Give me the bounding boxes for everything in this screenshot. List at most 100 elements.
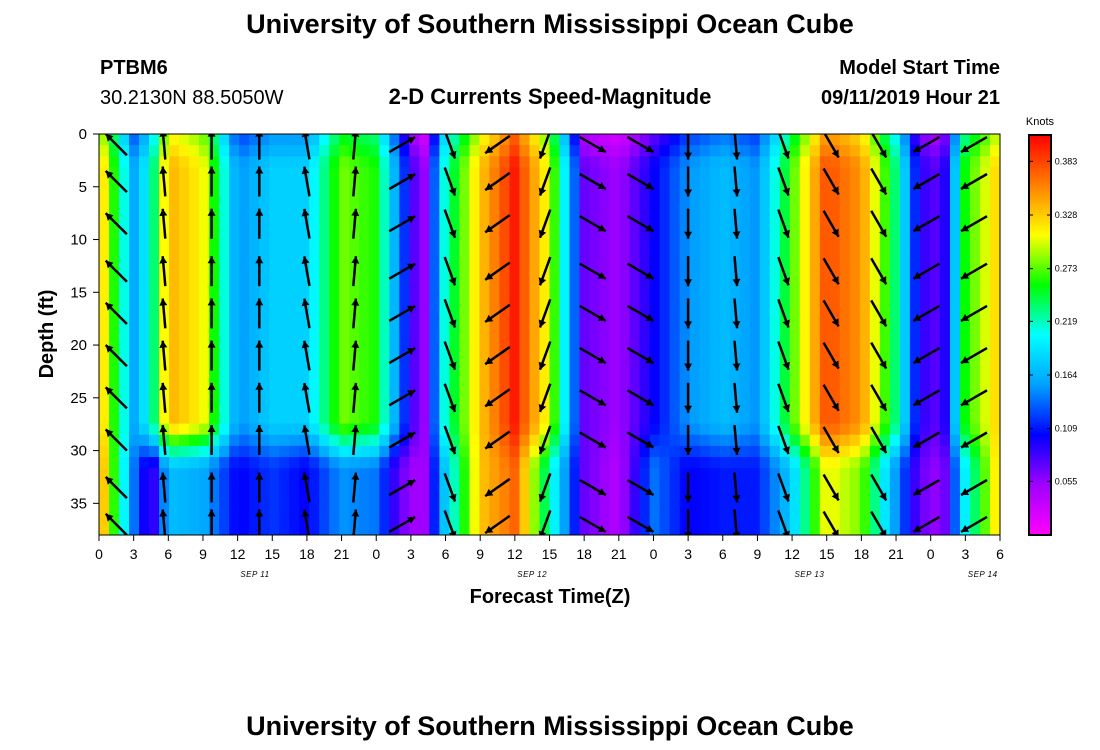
heat-cell [309,412,320,425]
heat-cell [109,423,120,436]
heat-cell [579,156,591,169]
heat-cell [549,278,561,291]
heat-cell [599,390,611,402]
heat-cell [259,267,270,280]
heat-cell [669,223,681,235]
heat-cell [789,457,801,469]
heat-cell [749,501,761,514]
heat-cell [629,278,641,291]
heat-cell [649,457,661,469]
heat-cell [189,356,200,369]
heat-cell [269,434,280,447]
heat-cell [569,167,581,180]
heat-cell [459,178,471,191]
heat-cell [399,312,410,324]
heat-cell [839,234,851,246]
heat-cell [899,156,911,169]
heat-cell [579,423,591,436]
heat-cell [599,200,611,213]
heat-cell [279,278,290,291]
heat-cell [639,278,651,291]
heat-cell [499,256,511,269]
heat-cell [759,445,771,458]
heat-cell [479,401,491,414]
heat-cell [439,289,450,302]
heat-cell [789,345,801,358]
heat-cell [529,468,541,480]
heat-cell [119,134,130,146]
heat-cell [439,312,450,324]
heat-cell [989,178,1000,191]
heat-cell [869,523,881,535]
heat-cell [959,245,971,258]
heat-cell [659,412,671,425]
heat-cell [609,401,621,414]
heat-cell [929,178,941,191]
heat-cell [439,479,450,492]
heat-cell [219,167,230,180]
heat-cell [99,479,110,492]
heat-cell [339,211,350,224]
heat-cell [399,301,410,313]
heat-cell [939,356,951,369]
heat-cell [239,356,250,369]
heat-cell [719,479,731,492]
heat-cell [269,345,280,358]
heat-cell [739,256,751,269]
heat-cell [909,501,921,514]
heat-cell [859,445,871,458]
heat-cell [659,178,671,191]
heat-cell [639,301,651,313]
current-arrow-head [105,387,114,395]
heat-cell [399,468,410,480]
heat-cell [769,245,781,258]
heat-cell [879,301,891,313]
heat-cell [99,445,110,458]
heat-cell [139,490,150,503]
heat-cell [219,367,230,380]
heat-cell [339,156,350,169]
heat-cell [509,390,521,402]
heat-cell [119,178,130,191]
heat-cell [179,479,190,492]
heat-cell [249,379,260,391]
heat-cell [409,457,420,469]
heat-cell [309,512,320,525]
heat-cell [469,468,481,480]
heat-cell [589,412,601,425]
heat-cell [319,189,330,202]
heat-cell [299,501,310,514]
heat-cell [929,523,941,535]
heat-cell [789,490,801,503]
heat-cell [389,189,400,202]
heat-cell [559,523,571,535]
heat-cell [429,178,440,191]
heat-cell [669,178,681,191]
heat-cell [199,412,210,425]
heat-cell [849,156,861,169]
heat-cell [849,345,861,358]
heat-cell [979,167,991,180]
heat-cell [549,490,561,503]
heat-cell [349,156,360,169]
heat-cell [879,289,891,302]
heat-cell [919,245,931,258]
heat-cell [499,457,511,469]
heat-cell [419,312,430,324]
heat-cell [209,457,220,469]
heat-cell [259,167,270,180]
heat-cell [359,189,370,202]
heat-cell [669,145,681,157]
heat-cell [689,301,701,313]
heat-cell [219,289,230,302]
heat-cell [599,189,611,202]
heat-cell [919,501,931,514]
heat-cell [239,434,250,447]
heat-cell [419,512,430,525]
heat-cell [389,334,400,347]
heat-cell [939,468,951,480]
heat-cell [719,189,731,202]
heat-cell [239,289,250,302]
heat-cell [559,356,571,369]
heat-cell [239,167,250,180]
